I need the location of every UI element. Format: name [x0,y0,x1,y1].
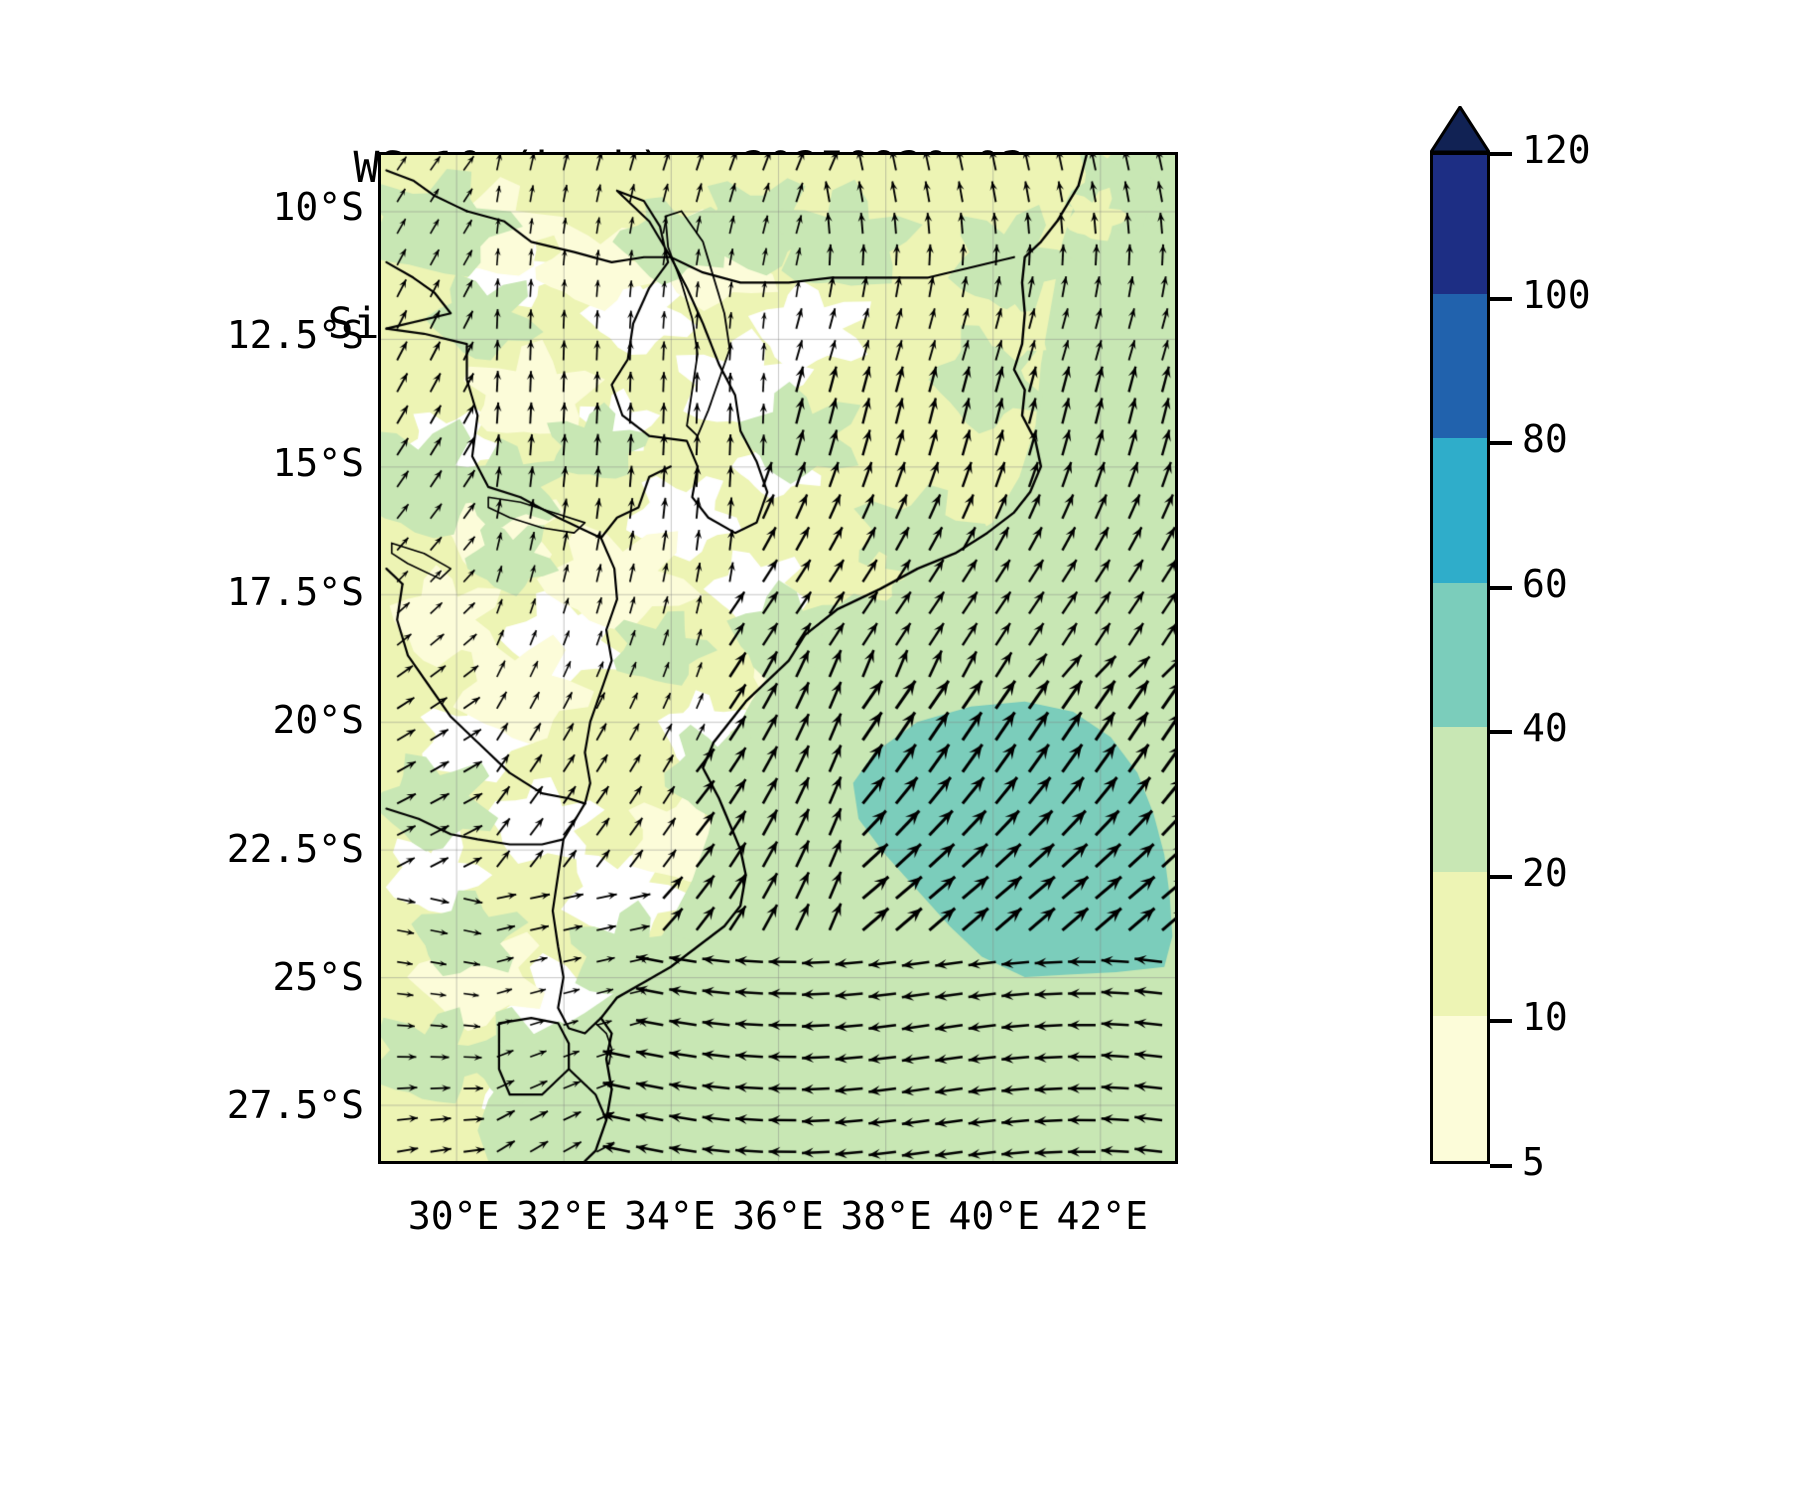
colorbar-tick-mark [1490,152,1512,156]
colorbar-tick-mark [1490,585,1512,590]
latitude-tick-label: 20°S [272,698,364,743]
colorbar-band [1433,726,1487,872]
latitude-tick-label: 15°S [272,441,364,486]
latitude-tick-label: 10°S [272,184,364,229]
colorbar-gradient [1430,152,1490,1164]
colorbar-tick-label: 5 [1522,1140,1545,1184]
longitude-tick-label: 34°E [624,1194,716,1238]
longitude-tick-label: 38°E [840,1194,932,1238]
colorbar-tick-label: 40 [1522,706,1568,751]
colorbar-tick-label: 60 [1522,561,1568,606]
colorbar-band [1433,155,1487,294]
wind-speed-contour-map [381,155,1175,1161]
colorbar-tick-mark [1490,1164,1512,1168]
colorbar-tick-mark [1490,1019,1512,1024]
latitude-tick-label: 25°S [272,955,364,1000]
colorbar-tick-mark [1490,296,1512,301]
colorbar-band [1433,292,1487,439]
longitude-tick-label: 42°E [1056,1194,1149,1238]
latitude-tick-label: 12.5°S [226,312,364,357]
longitude-tick-label: 32°E [516,1194,608,1238]
colorbar-tick-mark [1490,730,1512,735]
latitude-tick-label: 27.5°S [226,1083,364,1128]
colorbar-tick-label: 100 [1522,272,1591,317]
colorbar-band [1433,581,1487,728]
map-plot-area[interactable] [378,152,1178,1164]
colorbar-tick-label: 120 [1522,128,1591,172]
latitude-tick-label: 17.5°S [226,569,364,614]
colorbar-tick-mark [1490,441,1512,446]
colorbar-band [1433,870,1487,1017]
colorbar-tick-label: 10 [1522,995,1568,1040]
longitude-tick-label: 30°E [407,1194,500,1238]
colorbar-band [1433,1015,1487,1161]
longitude-tick-label: 36°E [732,1194,824,1238]
colorbar-extend-arrow-icon [1430,106,1490,153]
longitude-tick-label: 40°E [948,1194,1040,1238]
colorbar[interactable] [1430,106,1490,1164]
colorbar-tick-mark [1490,874,1512,879]
colorbar-tick-label: 80 [1522,417,1568,462]
colorbar-tick-label: 20 [1522,850,1568,895]
latitude-tick-label: 22.5°S [226,826,364,871]
colorbar-band [1433,437,1487,583]
